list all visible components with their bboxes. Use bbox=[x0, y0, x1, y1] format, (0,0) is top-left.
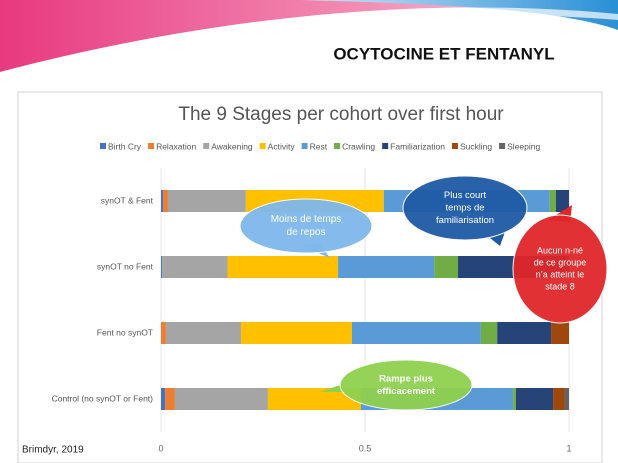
bar-segment bbox=[480, 322, 498, 344]
bar-segment bbox=[163, 190, 168, 212]
bar-segment bbox=[161, 388, 166, 410]
bar-segment bbox=[167, 190, 246, 212]
callout-bubble bbox=[402, 175, 528, 241]
callout-text: de repos bbox=[287, 227, 326, 238]
bar-segment bbox=[351, 322, 481, 344]
bar-segment bbox=[338, 256, 435, 278]
bar-segment bbox=[564, 388, 569, 410]
bar-segment bbox=[267, 388, 361, 410]
callout-text: Aucun n-né bbox=[537, 245, 583, 255]
callout-text: familiarisation bbox=[436, 215, 494, 226]
legend-swatch bbox=[451, 143, 458, 149]
callout: Moins de temps de repos bbox=[239, 198, 373, 258]
decor-swoosh bbox=[0, 7, 618, 80]
legend-label: Birth Cry bbox=[108, 141, 142, 151]
bar-segment bbox=[161, 322, 166, 344]
bar-segment bbox=[513, 388, 516, 410]
legend-label: Sleeping bbox=[507, 141, 540, 151]
callout-text: de ce groupe bbox=[534, 257, 587, 267]
callout-text: n’a atteint le bbox=[536, 269, 585, 279]
bar-segment bbox=[227, 256, 339, 278]
legend-label: Activity bbox=[268, 141, 296, 151]
source: Brimdyr, 2019 bbox=[22, 445, 84, 456]
bar-segment bbox=[553, 388, 565, 410]
y-tick-label: Fent no synOT bbox=[97, 327, 153, 337]
legend-label: Awakening bbox=[211, 141, 253, 151]
callout: Aucun n-né de ce groupe n’a atteint le stad… bbox=[512, 205, 608, 324]
bar-segment bbox=[174, 388, 268, 410]
bar-segment bbox=[161, 256, 163, 278]
bar-segment bbox=[161, 190, 164, 212]
callout-bubble bbox=[239, 198, 373, 254]
chart-title: The 9 Stages per cohort over first hour bbox=[178, 104, 504, 125]
legend-swatch bbox=[382, 143, 389, 149]
callout-text: temps de bbox=[445, 203, 484, 214]
callout-text: Rampe plus bbox=[379, 373, 433, 384]
legend-swatch bbox=[499, 143, 506, 149]
legend-swatch bbox=[100, 143, 106, 149]
legend-swatch bbox=[203, 143, 210, 149]
legend-label: Suckling bbox=[460, 141, 492, 151]
callout: Rampe plus efficacement bbox=[320, 359, 473, 411]
callout-text: Plus court bbox=[444, 190, 487, 201]
bar-segment bbox=[515, 388, 554, 410]
callout-tail bbox=[320, 385, 344, 392]
legend-label: Rest bbox=[310, 141, 328, 151]
bar-segment bbox=[549, 190, 556, 212]
callout-tail bbox=[490, 232, 505, 246]
bar-segment bbox=[555, 190, 569, 212]
bar-segment bbox=[165, 388, 175, 410]
legend-swatch bbox=[148, 143, 155, 149]
legend-label: Relaxation bbox=[156, 141, 196, 151]
bar-segment bbox=[162, 256, 228, 278]
callout-text: Moins de temps bbox=[271, 214, 342, 225]
x-tick-label: 0 bbox=[158, 443, 163, 453]
callout-bubble bbox=[339, 359, 473, 411]
decor-swoosh bbox=[0, 0, 618, 72]
decor-swoosh bbox=[300, 0, 618, 30]
legend-swatch bbox=[301, 143, 308, 149]
callout-bubble bbox=[512, 214, 608, 324]
y-tick-label: Control (no synOT or Fent) bbox=[52, 393, 154, 403]
legend-swatch bbox=[334, 143, 341, 149]
bar-segment bbox=[434, 256, 459, 278]
x-tick-label: 1 bbox=[566, 443, 571, 453]
y-tick-label: synOT & Fent bbox=[101, 195, 154, 205]
callout-text: stade 8 bbox=[545, 281, 575, 291]
bar-segment bbox=[240, 322, 352, 344]
slide-title: OCYTOCINE ET FENTANYL bbox=[333, 44, 554, 63]
bar-segment bbox=[165, 322, 241, 344]
bar-segment bbox=[497, 322, 552, 344]
x-tick-label: 0.5 bbox=[359, 443, 372, 453]
legend-swatch bbox=[259, 143, 266, 149]
legend-label: Familiarization bbox=[390, 141, 445, 151]
callout-text: efficacement bbox=[377, 386, 436, 397]
bar-segment bbox=[551, 322, 569, 344]
legend-label: Crawling bbox=[342, 141, 375, 151]
y-tick-label: synOT no Fent bbox=[97, 261, 154, 271]
